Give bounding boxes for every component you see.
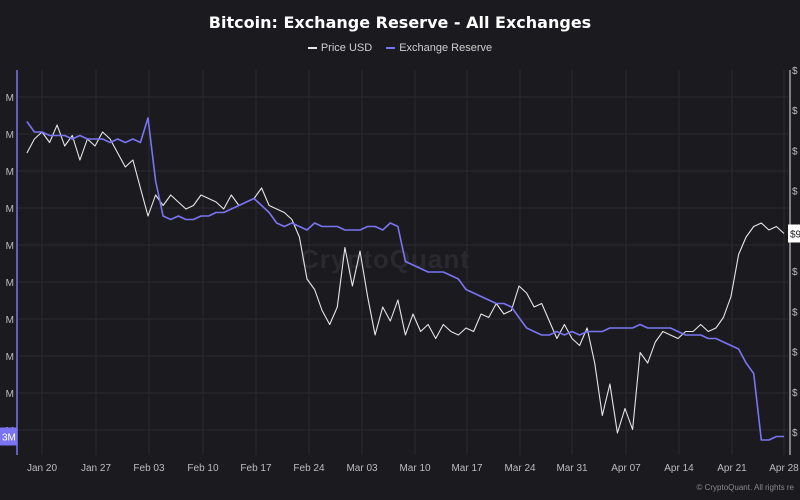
legend-item-price[interactable]: Price USD (307, 42, 373, 54)
copyright-text: © CryptoQuant. All rights re (696, 483, 795, 492)
right-axis-tick: $ (792, 428, 798, 439)
legend-item-reserve[interactable]: Exchange Reserve (386, 42, 492, 54)
x-axis-tick: Feb 24 (293, 463, 325, 474)
x-axis-tick: Mar 10 (399, 463, 431, 474)
x-axis-tick: Jan 27 (81, 463, 111, 474)
right-axis-tick: $ (792, 187, 798, 198)
left-axis-tick: M (6, 167, 14, 178)
left-axis-tick: M (6, 352, 14, 363)
x-axis-tick: Jan 20 (27, 463, 57, 474)
left-axis-tick: M (6, 241, 14, 252)
right-axis-tick: $ (792, 267, 798, 278)
series-line-exchange-reserve (26, 117, 784, 441)
right-axis-tick: $ (792, 348, 798, 359)
current-price-label: $9 (790, 230, 800, 241)
left-axis-tick: M (6, 389, 14, 400)
x-axis-tick: Mar 03 (346, 463, 378, 474)
series-line-price (26, 124, 785, 434)
right-axis-tick: $ (792, 66, 798, 77)
chart-legend: Price USD Exchange Reserve (0, 42, 800, 54)
x-axis-tick: Feb 10 (187, 463, 219, 474)
x-axis-tick: Mar 17 (451, 463, 483, 474)
x-axis-tick: Apr 07 (611, 463, 641, 474)
x-axis-tick: Apr 14 (664, 463, 694, 474)
left-axis-tick: M (6, 315, 14, 326)
watermark: CryptoQuant (300, 244, 470, 274)
chart-title: Bitcoin: Exchange Reserve - All Exchange… (208, 13, 592, 32)
right-axis-tick: $ (792, 106, 798, 117)
x-axis-tick: Feb 17 (240, 463, 272, 474)
legend-label-price: Price USD (320, 42, 373, 54)
x-axis-tick: Feb 03 (133, 463, 165, 474)
left-axis-tick: M (6, 93, 14, 104)
x-axis-tick: Apr 28 (769, 463, 799, 474)
legend-swatch-price (307, 47, 317, 49)
right-axis-tick: $ (792, 146, 798, 157)
x-axis-tick: Mar 24 (504, 463, 536, 474)
right-axis-tick: $ (792, 388, 798, 399)
x-axis-tick: Apr 21 (717, 463, 747, 474)
current-price-label-bg (788, 224, 800, 243)
left-axis-tick: M (6, 204, 14, 215)
current-reserve-label: 3M (2, 433, 16, 444)
right-axis-tick: $ (792, 307, 798, 318)
legend-label-reserve: Exchange Reserve (399, 42, 493, 54)
legend-swatch-reserve (386, 47, 396, 49)
current-reserve-label-bg (0, 427, 17, 446)
left-axis-tick: M (6, 278, 14, 289)
x-axis-tick: Mar 31 (556, 463, 588, 474)
left-axis-tick: M (6, 130, 14, 141)
